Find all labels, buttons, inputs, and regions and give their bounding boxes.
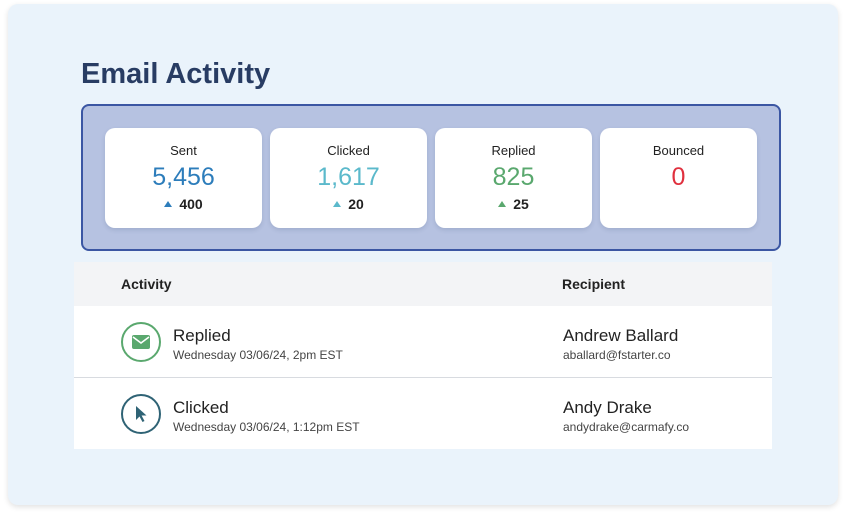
stat-card-bounced: Bounced 0 <box>600 128 757 228</box>
table-header: Activity Recipient <box>74 262 772 306</box>
stat-value: 5,456 <box>152 163 215 191</box>
header-recipient: Recipient <box>562 276 626 292</box>
activity-time: Wednesday 03/06/24, 2pm EST <box>173 348 343 362</box>
page-title: Email Activity <box>81 58 271 90</box>
stat-value: 1,617 <box>317 163 380 191</box>
activity-name: Clicked <box>173 398 229 417</box>
table-row[interactable]: Replied Wednesday 03/06/24, 2pm EST Andr… <box>74 306 772 378</box>
stat-card-sent: Sent 5,456 400 <box>105 128 262 228</box>
stat-delta-value: 25 <box>513 196 529 212</box>
stat-delta: 20 <box>270 196 427 212</box>
stat-delta-value: 20 <box>348 196 364 212</box>
stat-value: 0 <box>671 163 686 191</box>
stat-label: Replied <box>491 143 536 158</box>
activity-time: Wednesday 03/06/24, 1:12pm EST <box>173 420 360 434</box>
stat-delta: 400 <box>105 196 262 212</box>
arrow-up-icon <box>164 201 173 207</box>
stat-label: Bounced <box>652 143 705 158</box>
stat-delta-value: 400 <box>179 196 203 212</box>
email-activity-panel: Email Activity Sent 5,456 400 Clicked 1,… <box>8 4 838 505</box>
envelope-icon <box>121 322 161 362</box>
recipient-email[interactable]: andydrake@carmafy.co <box>563 420 690 434</box>
cursor-icon <box>121 394 161 434</box>
arrow-up-icon <box>333 201 342 207</box>
stat-delta: 25 <box>435 196 592 212</box>
stat-label: Clicked <box>327 143 370 158</box>
activity-name: Replied <box>173 326 231 345</box>
recipient-email[interactable]: aballard@fstarter.co <box>563 348 671 362</box>
stat-value: 825 <box>492 163 535 191</box>
recipient-name: Andy Drake <box>563 398 652 417</box>
stat-label: Sent <box>170 143 197 158</box>
arrow-up-icon <box>498 201 507 207</box>
stats-summary: Sent 5,456 400 Clicked 1,617 20 Replied … <box>81 104 781 251</box>
stat-card-clicked: Clicked 1,617 20 <box>270 128 427 228</box>
stat-card-replied: Replied 825 25 <box>435 128 592 228</box>
header-activity: Activity <box>121 276 172 292</box>
table-row[interactable]: Clicked Wednesday 03/06/24, 1:12pm EST A… <box>74 378 772 450</box>
recipient-name: Andrew Ballard <box>563 326 679 345</box>
activity-table: Activity Recipient Replied Wednesday 03/… <box>74 262 772 449</box>
